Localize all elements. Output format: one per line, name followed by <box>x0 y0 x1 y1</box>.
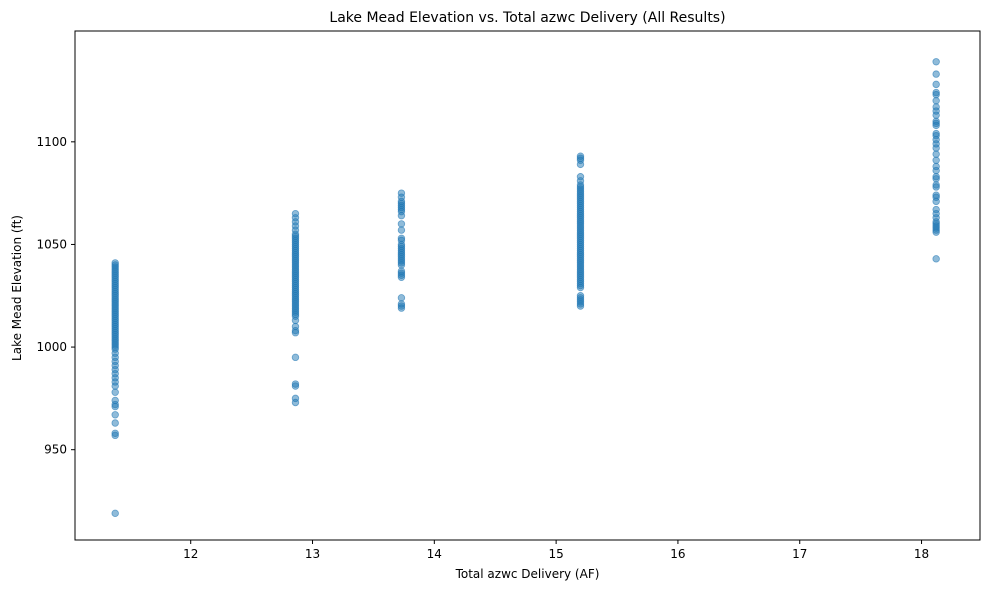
x-tick-label: 13 <box>305 547 320 561</box>
data-point <box>932 111 940 119</box>
x-tick-label: 14 <box>427 547 442 561</box>
data-point <box>932 70 940 78</box>
x-axis-label: Total azwc Delivery (AF) <box>455 567 600 581</box>
data-point <box>932 197 940 206</box>
data-point <box>576 160 585 169</box>
data-point <box>291 329 300 337</box>
scatter-points <box>111 58 940 518</box>
data-point <box>932 58 940 66</box>
data-point <box>111 382 119 390</box>
data-point <box>932 80 940 89</box>
y-axis-label: Lake Mead Elevation (ft) <box>10 215 24 361</box>
plot-area-frame <box>74 30 981 541</box>
y-tick-label: 1000 <box>36 340 67 354</box>
data-point <box>932 144 940 152</box>
data-point <box>291 316 300 325</box>
data-point <box>111 402 119 411</box>
data-point <box>932 166 940 175</box>
data-point <box>397 294 406 302</box>
chart-title: Lake Mead Elevation vs. Total azwc Deliv… <box>329 10 725 26</box>
x-axis-ticks: 12 13 14 15 16 17 18 <box>183 540 929 561</box>
x-tick-label: 12 <box>183 547 198 561</box>
data-point <box>111 388 119 396</box>
x-tick-label: 15 <box>548 547 563 561</box>
data-point <box>397 226 406 234</box>
data-point <box>576 283 585 292</box>
data-point <box>576 302 585 310</box>
data-point <box>932 97 940 105</box>
data-point <box>291 382 300 390</box>
y-tick-label: 1050 <box>36 237 67 251</box>
y-tick-label: 1100 <box>36 135 67 149</box>
data-point <box>291 398 300 407</box>
x-tick-label: 17 <box>792 547 807 561</box>
data-point <box>291 353 300 362</box>
x-tick-label: 18 <box>914 547 929 561</box>
data-point <box>932 150 940 158</box>
data-point <box>932 156 940 165</box>
data-point <box>932 255 940 263</box>
data-point <box>932 121 940 130</box>
x-tick-label: 16 <box>670 547 685 561</box>
data-point <box>397 220 406 228</box>
data-point <box>397 212 406 220</box>
data-point <box>111 431 119 440</box>
data-point <box>111 419 119 427</box>
data-point <box>932 175 940 183</box>
data-point <box>111 411 119 419</box>
data-point <box>397 273 406 281</box>
data-point <box>111 509 119 518</box>
data-point <box>932 228 940 236</box>
y-axis-ticks: 950 1000 1050 1100 <box>36 135 75 457</box>
data-point <box>932 90 940 99</box>
data-point <box>397 261 406 269</box>
data-point <box>932 183 940 191</box>
data-point <box>397 304 406 312</box>
y-tick-label: 950 <box>44 443 67 457</box>
